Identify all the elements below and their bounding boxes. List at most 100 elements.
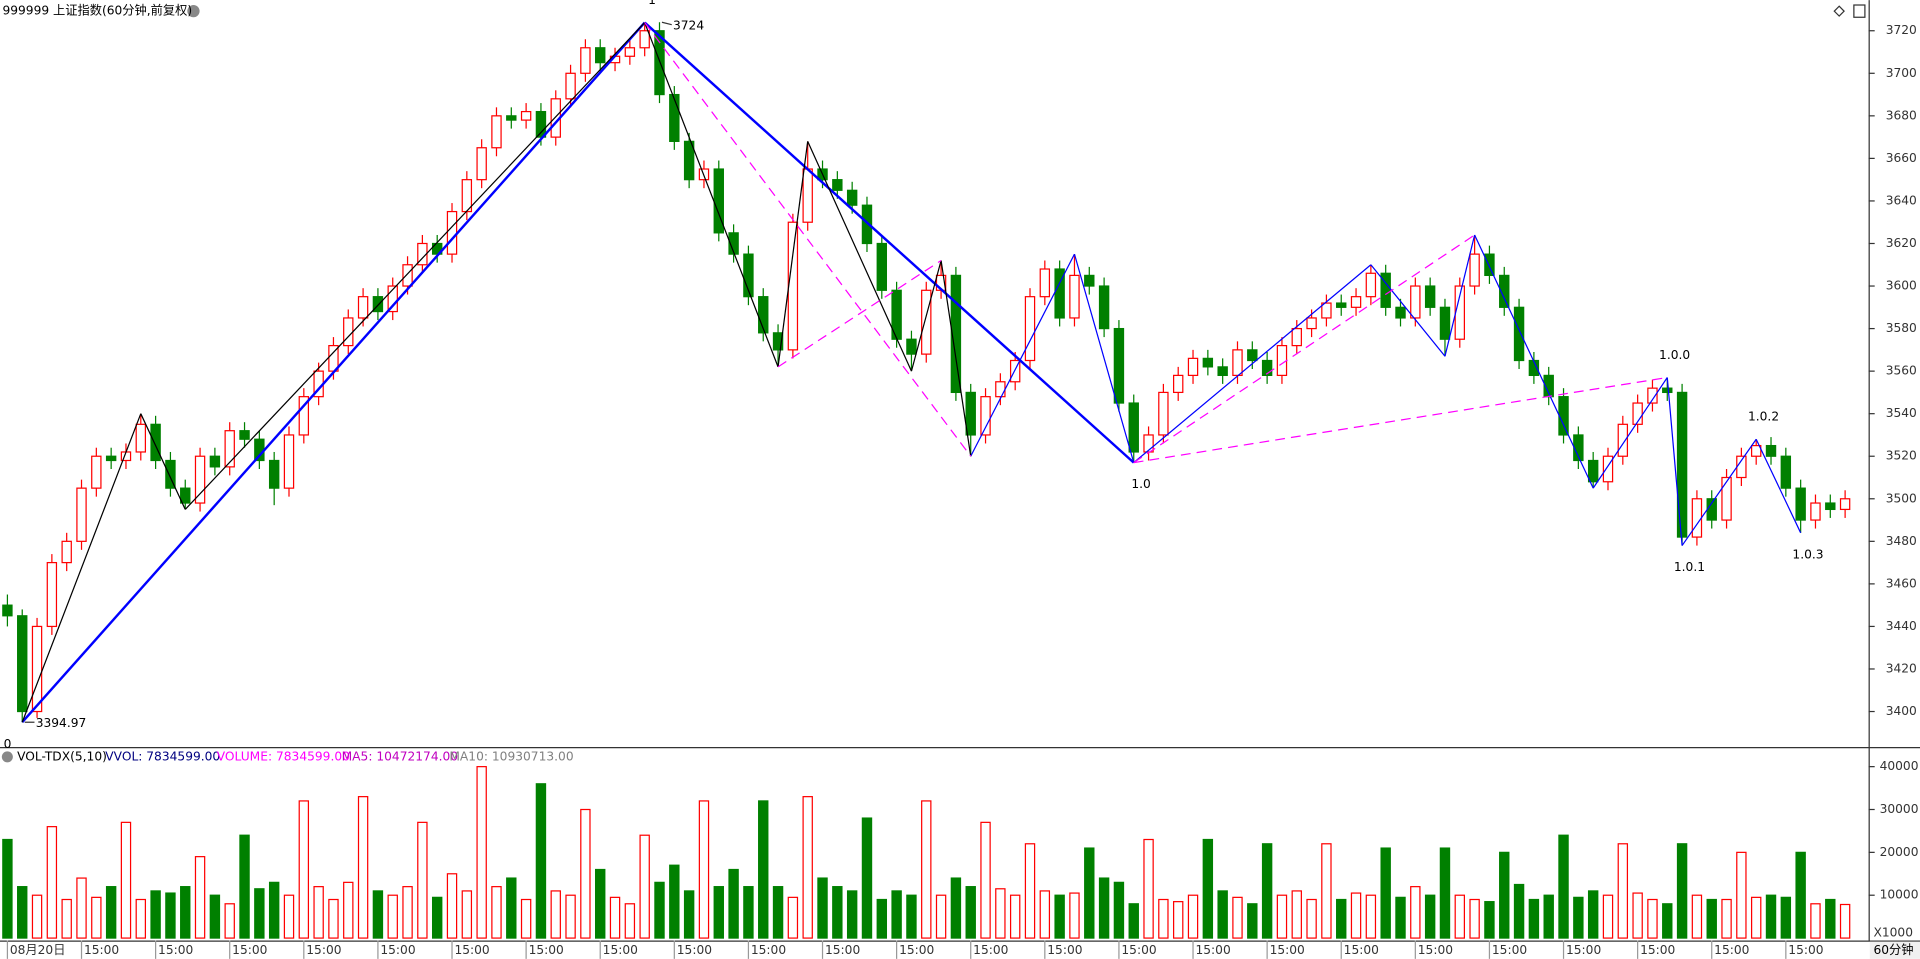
volume-bar (1587, 890, 1599, 939)
x-tick-label: 15:00 (306, 943, 341, 957)
x-tick-label: 15:00 (973, 943, 1008, 957)
volume-bar (1187, 894, 1199, 939)
volume-bar (1617, 843, 1629, 939)
candle-body (624, 47, 636, 57)
wave-line (643, 21, 1135, 464)
volume-bar (180, 886, 191, 939)
volume-bar (595, 868, 606, 939)
candle-body (1721, 476, 1732, 521)
ma5-text: MA5: 10472174.00 (342, 749, 458, 763)
volume-bar (1750, 896, 1762, 939)
y-tick-label: 3620 (1886, 236, 1917, 250)
volume-bar (565, 894, 576, 939)
volume-bar (239, 834, 250, 939)
candle-body (1632, 402, 1643, 425)
volume-bar (209, 894, 221, 939)
volume-bar (1499, 851, 1510, 939)
candle-body (343, 317, 354, 347)
candle-body (194, 455, 206, 504)
candle-body (980, 396, 991, 436)
volume-bar (1810, 903, 1821, 939)
volume-bar (1825, 898, 1836, 939)
volume-bar (461, 890, 473, 939)
volume-bar (1173, 901, 1184, 939)
volume-bar (1439, 847, 1451, 939)
y-tick-label: 3520 (1886, 449, 1917, 463)
candle-body (1024, 296, 1036, 362)
volume-bar (1009, 894, 1021, 939)
candle-body (846, 189, 858, 206)
x-tick-label: 08月20日 (10, 943, 66, 957)
volume-bar (313, 886, 324, 939)
period-box[interactable] (1869, 941, 1920, 959)
volume-bar (1069, 892, 1080, 939)
y-tick-label: 3540 (1886, 406, 1917, 420)
volume-bar (891, 890, 902, 939)
volume-bar (61, 898, 72, 939)
price-annotation: 3724 (673, 18, 704, 32)
y-tick-label: 3400 (1886, 704, 1917, 718)
menu-icon[interactable] (187, 5, 200, 18)
wave-label: 1.0.1 (1674, 560, 1705, 574)
volume-bar (150, 890, 161, 939)
wave-line (1133, 376, 1668, 464)
volume-bar (550, 890, 561, 939)
candle-body (506, 115, 517, 121)
x-tick-label: 15:00 (1566, 943, 1601, 957)
candle-body (298, 396, 310, 436)
icon[interactable] (1853, 4, 1866, 18)
volume-bar (387, 894, 398, 939)
candle-body (520, 110, 532, 121)
volume-bar (787, 896, 799, 939)
candle-body (1158, 391, 1169, 436)
wave-line (1073, 253, 1135, 463)
candle-body (1306, 317, 1317, 330)
volume-bar (950, 877, 962, 939)
volume-bar (1291, 890, 1302, 939)
wave-label: 1.0.0 (1659, 348, 1690, 362)
candle-body (1395, 306, 1406, 319)
menu-icon[interactable] (1, 751, 13, 763)
volume-bar (268, 881, 280, 939)
volume-bar (298, 800, 310, 939)
wave-line (1592, 377, 1668, 489)
candle-body (283, 434, 295, 489)
volume-bar (1454, 894, 1465, 939)
candle-body (950, 274, 962, 394)
x-tick-label: 15:00 (1195, 943, 1230, 957)
volume-bar (135, 898, 146, 939)
volume-bar (431, 896, 443, 939)
candle-body (787, 221, 799, 351)
y-tick-label: 3700 (1886, 66, 1917, 80)
volume-bar (535, 783, 547, 939)
candle-body (105, 455, 117, 462)
volume-bar (1543, 894, 1554, 939)
x-tick-label: 15:00 (1121, 943, 1156, 957)
candle-body (1825, 502, 1836, 511)
pointer (661, 21, 672, 26)
volume-bar (1217, 890, 1228, 939)
candle-body (1410, 285, 1421, 319)
wave-line (1133, 234, 1475, 464)
y-tick-label: 40000 (1880, 759, 1919, 773)
volume-bar (105, 886, 117, 939)
candle-body (1009, 359, 1021, 383)
candle-body (772, 332, 784, 351)
wave-line (140, 413, 186, 510)
volume-bar (698, 800, 710, 939)
icon[interactable] (1833, 5, 1845, 17)
y-tick-label: 30000 (1880, 802, 1919, 816)
wave-line (1474, 234, 1594, 489)
candle-body (239, 430, 250, 440)
candle-body (1780, 455, 1792, 489)
candle-body (1810, 502, 1821, 521)
candle-body (1750, 444, 1762, 457)
volume-bar (832, 886, 843, 939)
wave-line (970, 253, 1076, 457)
wave-label: 1.0.2 (1748, 410, 1779, 424)
candle-body (372, 296, 384, 313)
volume-bar (1424, 894, 1436, 939)
candle-body (1098, 285, 1110, 330)
wave-line (644, 22, 972, 457)
